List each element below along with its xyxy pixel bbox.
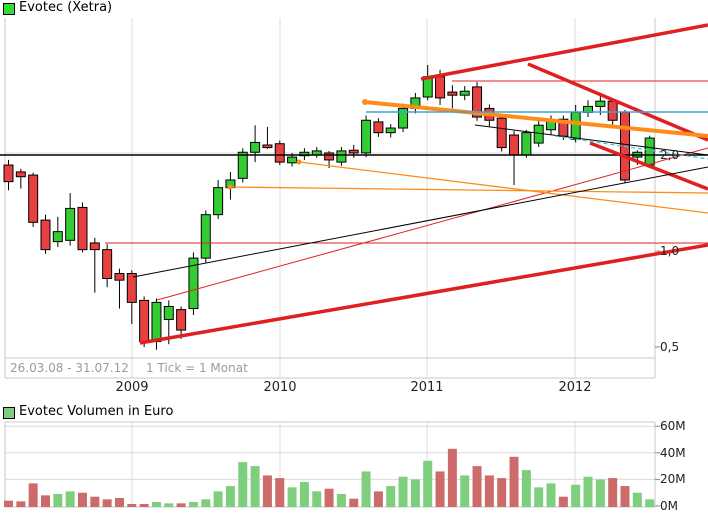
price-series-swatch-icon [3, 3, 15, 15]
x-tick-2012: 2012 [558, 380, 592, 395]
price-tick-1-0: 1,0 [660, 244, 680, 258]
price-chart-title: Evotec (Xetra) [19, 0, 113, 15]
volume-series-swatch-icon [3, 407, 15, 419]
x-tick-2009: 2009 [115, 380, 149, 395]
x-tick-2011: 2011 [410, 380, 444, 395]
volume-tick-60m: 60M [660, 419, 686, 433]
price-tick-0-5: 0,5 [660, 340, 680, 354]
x-tick-2010: 2010 [263, 380, 297, 395]
volume-chart-title: Evotec Volumen in Euro [19, 404, 174, 419]
date-range-label: 26.03.08 - 31.07.12 [10, 361, 129, 375]
tick-interval-label: 1 Tick = 1 Monat [146, 361, 248, 375]
volume-tick-0m: 0M [660, 499, 678, 513]
price-tick-2-0: 2,0 [660, 148, 680, 162]
volume-tick-40m: 40M [660, 446, 686, 460]
volume-tick-20m: 20M [660, 472, 686, 486]
